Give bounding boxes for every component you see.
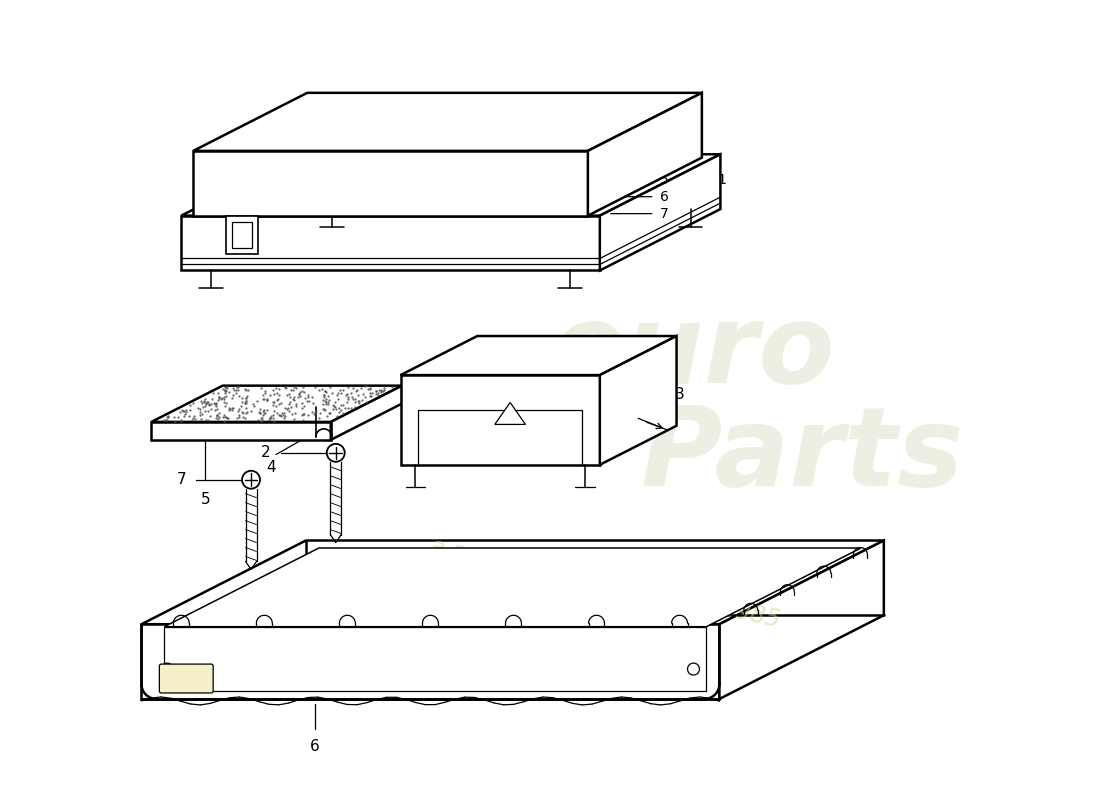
Text: a passion for parts since 1985: a passion for parts since 1985: [428, 534, 782, 632]
Text: 7: 7: [177, 472, 186, 487]
Polygon shape: [400, 336, 676, 375]
Circle shape: [242, 470, 260, 489]
Text: Parts: Parts: [640, 402, 964, 510]
Text: 3: 3: [675, 386, 684, 402]
Polygon shape: [232, 222, 252, 248]
Text: 5: 5: [200, 492, 210, 506]
Polygon shape: [182, 154, 720, 216]
Text: 4: 4: [660, 156, 669, 170]
Polygon shape: [194, 93, 702, 151]
Text: 1: 1: [717, 173, 726, 186]
Polygon shape: [719, 541, 883, 699]
Polygon shape: [142, 624, 719, 699]
Text: 3: 3: [660, 139, 669, 153]
Text: euro: euro: [550, 298, 835, 406]
Text: 7: 7: [660, 206, 669, 221]
Text: 2: 2: [262, 446, 271, 460]
Polygon shape: [227, 216, 258, 254]
Polygon shape: [164, 548, 861, 626]
Text: 5: 5: [660, 173, 669, 186]
Text: 4: 4: [266, 459, 276, 474]
Polygon shape: [164, 626, 706, 691]
Circle shape: [327, 444, 344, 462]
Text: 6: 6: [310, 739, 320, 754]
Text: 6: 6: [660, 190, 669, 204]
Polygon shape: [600, 154, 720, 270]
Polygon shape: [587, 93, 702, 216]
Polygon shape: [600, 336, 676, 465]
Polygon shape: [152, 422, 331, 440]
Polygon shape: [194, 151, 587, 216]
Polygon shape: [152, 386, 402, 422]
Polygon shape: [495, 402, 526, 425]
Polygon shape: [142, 541, 883, 624]
Polygon shape: [182, 216, 600, 270]
Polygon shape: [400, 375, 600, 465]
FancyBboxPatch shape: [160, 664, 213, 693]
Polygon shape: [331, 386, 402, 440]
